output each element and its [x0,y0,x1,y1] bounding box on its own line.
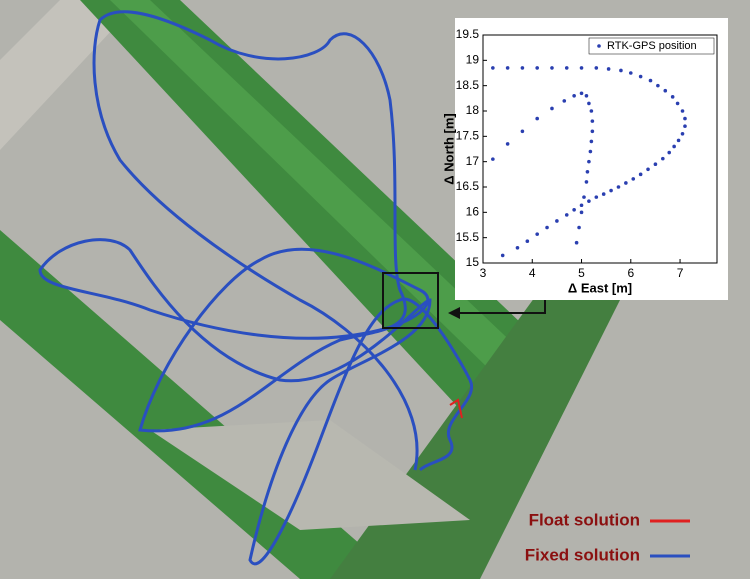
point [683,124,687,128]
y-tick-label: 15.5 [456,230,480,244]
point [535,232,539,236]
point [550,107,554,111]
point [580,66,584,70]
point [602,192,606,196]
y-tick-label: 19.5 [456,27,480,41]
point [676,102,680,106]
point [646,167,650,171]
point [590,109,594,113]
point [491,157,495,161]
point [587,160,591,164]
point [575,241,579,245]
point [580,203,584,207]
point [607,67,611,71]
y-tick-label: 16 [466,205,480,219]
y-tick-label: 17 [466,154,480,168]
point [535,66,539,70]
x-tick-label: 5 [578,266,585,280]
point [545,226,549,230]
page: {"chart_data": {"type": "scatter", "xlab… [0,0,750,579]
point [555,219,559,223]
point [582,195,586,199]
point [671,95,675,99]
point [585,180,589,184]
legend-label: Fixed solution [525,545,640,564]
point [580,211,584,215]
point [672,145,676,149]
y-tick-label: 19 [466,53,480,67]
legend-marker [597,44,601,48]
point [661,157,665,161]
point [649,79,653,83]
point [577,226,581,230]
x-tick-label: 3 [480,266,487,280]
figure: Float solution Fixed solution 3 4 5 6 7 15 15.… [0,0,750,579]
point [506,142,510,146]
point [572,94,576,98]
point [521,129,525,133]
point [656,84,660,88]
point [629,71,633,75]
point [506,66,510,70]
point [526,239,530,243]
point [585,94,589,98]
point [667,151,671,155]
point [639,75,643,79]
point [677,139,681,143]
point [619,69,623,73]
point [565,213,569,217]
x-tick-label: 4 [529,266,536,280]
point [617,185,621,189]
point [501,254,505,258]
x-tick-label: 7 [677,266,684,280]
point [590,140,594,144]
point [550,66,554,70]
point [587,102,591,106]
y-tick-label: 16.5 [456,179,480,193]
y-tick-label: 17.5 [456,129,480,143]
point [565,66,569,70]
y-tick-label: 18 [466,103,480,117]
point [654,162,658,166]
point [609,189,613,193]
inset [455,18,728,300]
point [535,117,539,121]
point [683,117,687,121]
point [663,89,667,93]
point [516,246,520,250]
point [491,66,495,70]
y-tick-label: 15 [466,255,480,269]
point [639,173,643,177]
y-tick-label: 18.5 [456,78,480,92]
point [631,177,635,181]
point [580,91,584,95]
legend-label: Float solution [529,510,640,529]
point [624,181,628,185]
legend-label: RTK-GPS position [607,40,697,52]
x-axis-label: Δ East [m] [568,280,632,295]
point [595,66,599,70]
point [521,66,525,70]
point [587,199,591,203]
point [681,132,685,136]
point [586,170,590,174]
point [595,195,599,199]
point [562,99,566,103]
point [589,150,593,154]
y-axis-label: Δ North [m] [441,113,456,184]
point [591,129,595,133]
point [591,119,595,123]
x-tick-label: 6 [627,266,634,280]
point [681,109,685,113]
point [572,208,576,212]
